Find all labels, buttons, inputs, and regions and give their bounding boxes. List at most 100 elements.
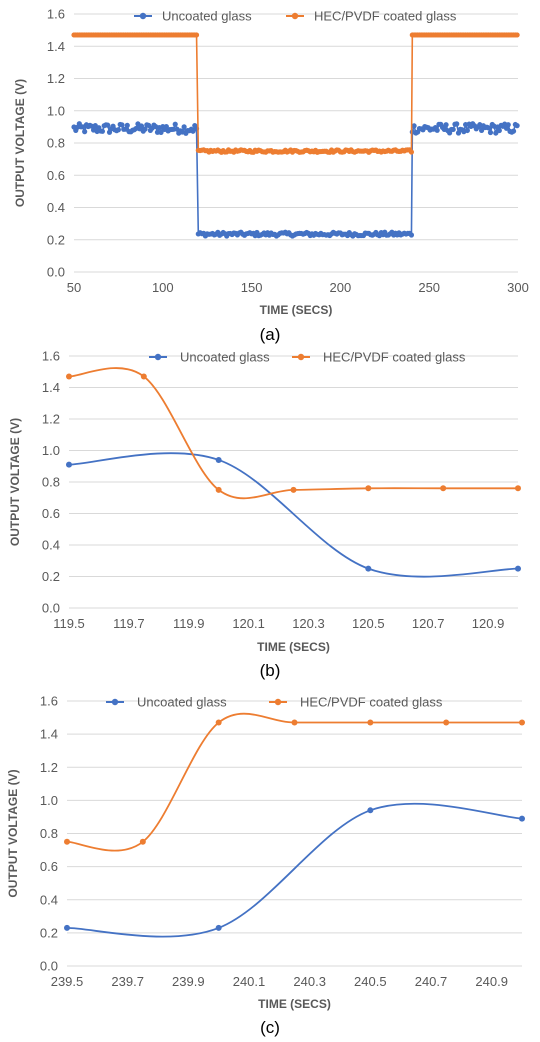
y-tick-label: 0.2 xyxy=(42,569,60,584)
series-hec-pvdf-coated-glass xyxy=(71,32,520,155)
x-tick-label: 50 xyxy=(67,280,81,295)
y-tick-label: 1.0 xyxy=(42,443,60,458)
data-point xyxy=(408,149,415,155)
data-point xyxy=(510,128,517,134)
data-point xyxy=(105,122,111,128)
series-hec-pvdf-coated-glass xyxy=(66,367,521,500)
legend-label: HEC/PVDF coated glass xyxy=(323,350,466,365)
data-point xyxy=(443,719,450,726)
data-point xyxy=(515,485,521,492)
x-tick-label: 240.1 xyxy=(233,974,266,989)
data-point xyxy=(519,719,525,726)
y-tick-label: 1.0 xyxy=(40,793,58,808)
y-tick-label: 1.2 xyxy=(47,71,65,86)
x-tick-label: 119.9 xyxy=(173,616,205,631)
data-point xyxy=(142,126,148,132)
data-point xyxy=(515,565,521,572)
legend-item: HEC/PVDF coated glass xyxy=(286,9,457,24)
legend-item: Uncoated glass xyxy=(106,695,227,710)
y-axis-title: OUTPUT VOLTAGE (V) xyxy=(6,769,20,897)
y-tick-label: 0.4 xyxy=(42,538,60,553)
y-tick-label: 0.8 xyxy=(40,826,58,841)
legend-label: Uncoated glass xyxy=(180,350,270,365)
panel-caption: (c) xyxy=(260,1018,280,1037)
data-point xyxy=(193,32,200,38)
x-tick-label: 240.7 xyxy=(415,974,448,989)
y-tick-label: 0.0 xyxy=(47,265,65,280)
y-axis-title: OUTPUT VOLTAGE (V) xyxy=(8,418,22,546)
data-point xyxy=(99,128,106,134)
y-tick-label: 1.6 xyxy=(40,694,58,709)
x-tick-label: 240.5 xyxy=(354,974,387,989)
y-tick-label: 0.2 xyxy=(47,232,65,247)
data-point xyxy=(487,129,494,136)
legend-marker xyxy=(111,698,119,706)
y-tick-label: 0.6 xyxy=(42,506,60,521)
y-tick-label: 1.4 xyxy=(47,39,65,54)
data-point xyxy=(158,129,164,136)
data-point xyxy=(172,121,178,127)
x-tick-label: 120.9 xyxy=(472,616,505,631)
data-point xyxy=(450,126,456,133)
legend-item: HEC/PVDF coated glass xyxy=(269,695,443,710)
x-tick-label: 239.9 xyxy=(172,974,205,989)
data-point xyxy=(140,373,147,380)
y-axis-title: OUTPUT VOLTAGE (V) xyxy=(13,79,27,207)
data-point xyxy=(64,924,70,931)
data-point xyxy=(519,815,525,822)
series-line xyxy=(68,452,519,578)
data-point xyxy=(291,719,298,726)
y-tick-label: 0.0 xyxy=(40,959,58,974)
y-tick-label: 1.4 xyxy=(40,727,58,742)
y-tick-label: 1.2 xyxy=(40,760,58,775)
x-tick-label: 250 xyxy=(418,280,440,295)
legend-marker xyxy=(274,698,282,706)
y-tick-label: 0.8 xyxy=(42,475,60,490)
x-tick-label: 100 xyxy=(152,280,174,295)
y-tick-label: 0.6 xyxy=(47,168,65,183)
data-point xyxy=(66,461,72,468)
data-point xyxy=(367,719,374,726)
x-tick-label: 120.3 xyxy=(292,616,325,631)
data-point xyxy=(454,121,460,127)
y-tick-label: 1.4 xyxy=(42,380,60,395)
x-tick-label: 120.7 xyxy=(412,616,445,631)
legend-item: HEC/PVDF coated glass xyxy=(292,350,466,365)
y-tick-label: 0.6 xyxy=(40,859,58,874)
panel-caption: (b) xyxy=(260,661,281,680)
panel-caption: (a) xyxy=(260,325,281,344)
x-tick-label: 119.7 xyxy=(113,616,145,631)
data-point xyxy=(464,127,470,134)
data-point xyxy=(138,123,145,129)
chart-panel-a: 0.0 0.2 0.4 0.6 0.8 1.0 1.2 1.4 1.6 50 100 150 200 25… xyxy=(13,7,529,345)
legend-marker xyxy=(154,353,162,361)
y-tick-label: 1.0 xyxy=(47,103,65,118)
x-tick-label: 119.5 xyxy=(53,616,85,631)
data-point xyxy=(66,373,72,380)
legend-label: HEC/PVDF coated glass xyxy=(314,9,457,24)
x-tick-label: 240.9 xyxy=(475,974,508,989)
data-point xyxy=(145,122,152,128)
legend-marker xyxy=(139,12,147,20)
data-point xyxy=(434,127,440,133)
data-point xyxy=(440,485,447,492)
x-axis-title: TIME (SECS) xyxy=(257,640,330,654)
data-point xyxy=(124,122,130,128)
data-point xyxy=(290,486,297,493)
data-point xyxy=(408,232,415,238)
legend-marker xyxy=(291,12,299,20)
series-uncoated-glass xyxy=(64,802,525,938)
data-point xyxy=(443,122,449,128)
legend-marker xyxy=(297,353,305,361)
chart-panel-b: 0.0 0.2 0.4 0.6 0.8 1.0 1.2 1.4 1.6 119.5 119.7 119… xyxy=(8,349,521,680)
y-tick-label: 0.2 xyxy=(40,925,58,940)
y-tick-label: 0.4 xyxy=(40,892,58,907)
x-tick-label: 200 xyxy=(330,280,352,295)
chart-panel-c: 0.0 0.2 0.4 0.6 0.8 1.0 1.2 1.4 1.6 239.5 239.7 239… xyxy=(6,694,525,1037)
y-tick-label: 0.4 xyxy=(47,200,65,215)
data-point xyxy=(115,127,121,133)
data-point xyxy=(119,122,125,128)
x-tick-label: 120.5 xyxy=(352,616,385,631)
data-point xyxy=(215,924,222,931)
